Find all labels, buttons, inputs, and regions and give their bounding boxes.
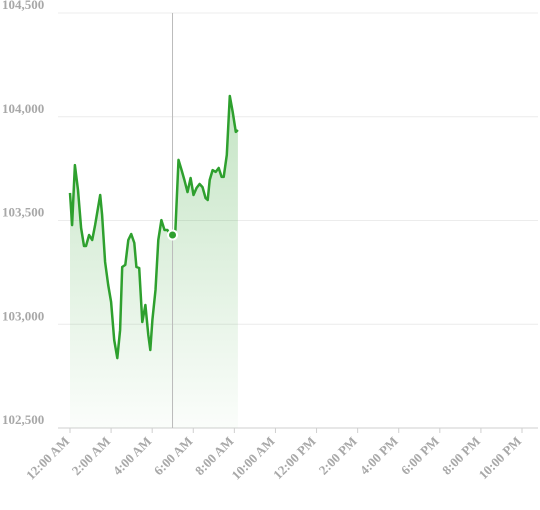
hover-point [167, 229, 179, 241]
x-tick-label: 6:00 PM [398, 434, 442, 478]
line [68, 94, 239, 360]
y-tick-label: 103,500 [2, 205, 44, 220]
y-tick-label: 104,500 [2, 0, 44, 12]
y-tick-label: 103,000 [2, 308, 44, 323]
y-tick-label: 102,500 [2, 412, 44, 427]
x-tick-label: 10:00 PM [475, 434, 524, 483]
x-tick-label: 4:00 PM [357, 434, 401, 478]
x-tick-label: 12:00 PM [270, 434, 319, 483]
x-tick-label: 4:00 AM [110, 434, 155, 479]
area [70, 96, 238, 428]
x-tick-label: 2:00 AM [69, 434, 114, 479]
y-tick-label: 104,000 [2, 101, 44, 116]
x-tick-label: 6:00 AM [151, 434, 196, 479]
x-tick-label: 10:00 AM [228, 434, 277, 483]
x-tick-label: 12:00 AM [23, 434, 72, 483]
x-tick-label: 2:00 PM [316, 434, 360, 478]
